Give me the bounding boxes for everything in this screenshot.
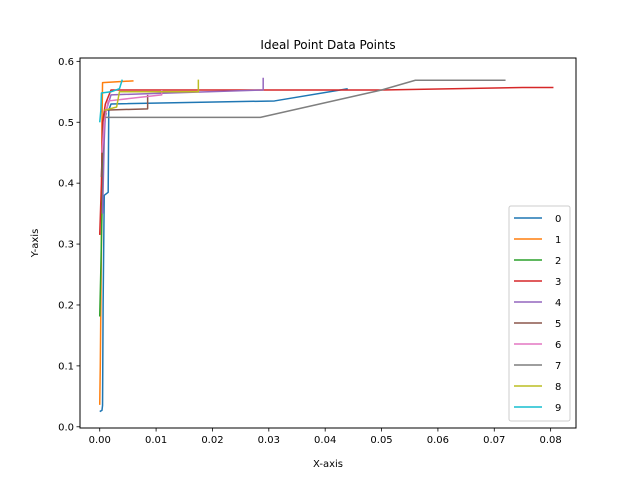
x-tick-label: 0.04	[314, 435, 336, 446]
y-axis-ticks: 0.0 0.1 0.2 0.3 0.4 0.5 0.6	[58, 57, 80, 433]
y-tick-label: 0.3	[58, 240, 74, 251]
x-tick-label: 0.05	[370, 435, 392, 446]
x-axis-title: X-axis	[313, 459, 343, 470]
legend-label-3: 3	[555, 277, 561, 288]
series-line-9	[98, 79, 123, 123]
x-tick-label: 0.08	[540, 435, 562, 446]
series-line-8	[104, 79, 200, 111]
x-tick-label: 0.00	[89, 435, 111, 446]
y-axis-title: Y-axis	[30, 229, 41, 259]
x-tick-label: 0.03	[258, 435, 280, 446]
x-tick-label: 0.01	[145, 435, 167, 446]
legend-label-5: 5	[555, 319, 561, 330]
series-line-6	[101, 89, 163, 153]
y-tick-label: 0.0	[58, 422, 74, 433]
plot-lines	[98, 77, 554, 413]
legend-label-9: 9	[555, 403, 561, 414]
y-tick-label: 0.1	[58, 361, 74, 372]
legend-label-1: 1	[555, 235, 561, 246]
series-line-0	[99, 88, 348, 413]
plot-frame	[79, 57, 577, 429]
x-axis-ticks: 0.00 0.01 0.02 0.03 0.04 0.05 0.06 0.07 0.08	[89, 428, 562, 446]
legend-label-7: 7	[555, 361, 561, 372]
y-tick-label: 0.6	[58, 57, 74, 68]
legend: 0 1 2 3 4 5 6 7 8 9	[508, 205, 571, 422]
x-tick-label: 0.06	[427, 435, 449, 446]
x-tick-label: 0.02	[201, 435, 223, 446]
legend-label-0: 0	[555, 214, 561, 225]
legend-label-4: 4	[555, 298, 561, 309]
legend-label-2: 2	[555, 256, 561, 267]
y-tick-label: 0.2	[58, 300, 74, 311]
series-line-7	[105, 79, 506, 119]
x-tick-label: 0.07	[483, 435, 505, 446]
y-tick-label: 0.5	[58, 118, 74, 129]
y-tick-label: 0.4	[58, 179, 74, 190]
legend-label-6: 6	[555, 340, 561, 351]
chart-title: Ideal Point Data Points	[260, 38, 395, 52]
legend-label-8: 8	[555, 382, 561, 393]
